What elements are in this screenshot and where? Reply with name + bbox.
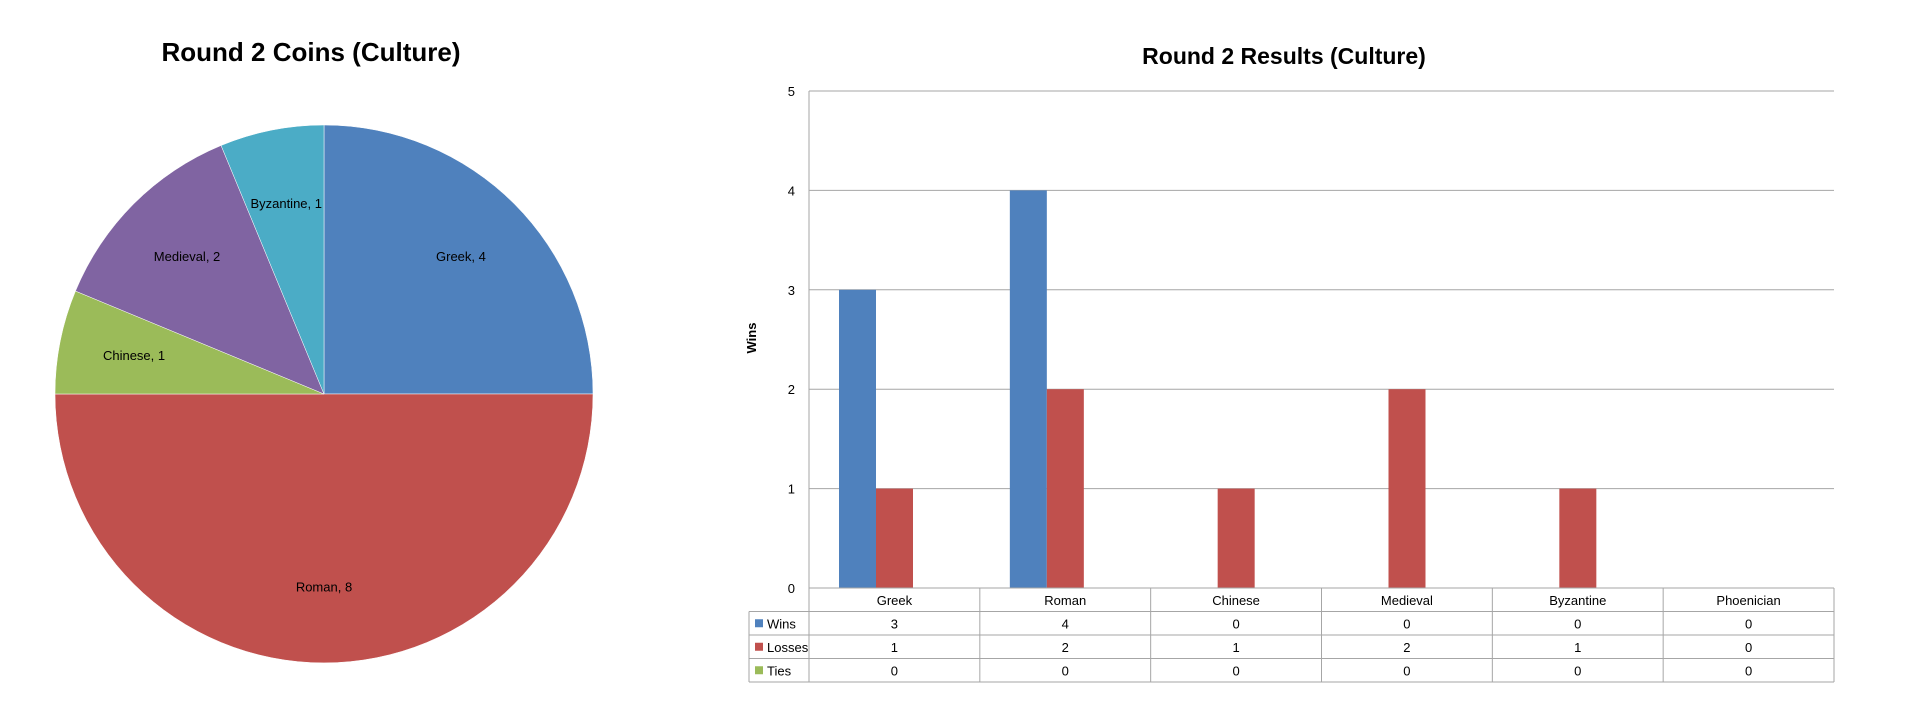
table-value: 0 (1745, 663, 1752, 678)
legend-label-ties: Ties (767, 663, 792, 678)
table-value: 0 (1232, 616, 1239, 631)
table-value: 1 (891, 640, 898, 655)
table-value: 0 (1062, 663, 1069, 678)
x-tick-label: Greek (877, 593, 913, 608)
y-tick-label: 1 (788, 482, 795, 497)
x-tick-label: Byzantine (1549, 593, 1606, 608)
legend-key-losses (755, 642, 763, 651)
y-tick-label: 5 (788, 84, 795, 99)
pie-chart-title: Round 2 Coins (Culture) (162, 37, 461, 67)
pie-data-label-chinese: Chinese, 1 (103, 348, 165, 363)
bar-wins-greek (839, 289, 876, 588)
table-value: 1 (1574, 640, 1581, 655)
bar-wins-roman (1009, 190, 1047, 588)
table-value: 0 (1232, 663, 1239, 678)
table-value: 0 (1745, 616, 1752, 631)
table-value: 0 (1403, 663, 1410, 678)
pie-slice-byzantine (220, 124, 325, 395)
bar-losses-greek (876, 488, 913, 588)
bar-chart: Round 2 Results (Culture) 0 1 2 3 4 5 Wins Gr… (744, 43, 1835, 683)
pie-slice-roman (54, 393, 594, 664)
bar-losses-medieval (1388, 389, 1426, 588)
table-value: 0 (1403, 616, 1410, 631)
bar-losses-byzantine (1559, 488, 1597, 588)
x-tick-label: Medieval (1381, 593, 1433, 608)
legend-label-losses: Losses (767, 640, 809, 655)
pie-slice-medieval (75, 145, 325, 395)
bar-chart-title: Round 2 Results (Culture) (1142, 43, 1426, 69)
bar-losses-roman (1046, 389, 1084, 588)
legend-label-wins: Wins (767, 616, 796, 631)
table-value: 0 (1745, 640, 1752, 655)
table-value: 2 (1403, 640, 1410, 655)
x-tick-label: Chinese (1212, 593, 1260, 608)
pie-data-label-greek: Greek, 4 (436, 249, 486, 264)
table-value: 3 (891, 616, 898, 631)
pie-data-label-roman: Roman, 8 (296, 580, 352, 595)
legend-key-wins (755, 619, 763, 628)
y-tick-label: 3 (788, 283, 795, 298)
y-tick-label: 2 (788, 382, 795, 397)
y-tick-label: 4 (788, 183, 795, 198)
pie-data-label-byzantine: Byzantine, 1 (250, 196, 322, 211)
table-value: 0 (1574, 616, 1581, 631)
table-value: 4 (1062, 616, 1069, 631)
table-value: 0 (891, 663, 898, 678)
y-axis-label: Wins (744, 323, 759, 354)
bar-losses-chinese (1217, 488, 1255, 588)
x-tick-label: Phoenician (1716, 593, 1780, 608)
legend-key-ties (755, 666, 763, 675)
y-tick-label: 0 (788, 581, 795, 596)
pie-slice-greek (323, 124, 594, 395)
table-value: 2 (1062, 640, 1069, 655)
x-tick-label: Roman (1044, 593, 1086, 608)
pie-chart: Round 2 Coins (Culture) Greek, 4 Roman, 8… (54, 37, 594, 664)
table-value: 0 (1574, 663, 1581, 678)
table-value: 1 (1232, 640, 1239, 655)
pie-data-label-medieval: Medieval, 2 (154, 249, 220, 264)
